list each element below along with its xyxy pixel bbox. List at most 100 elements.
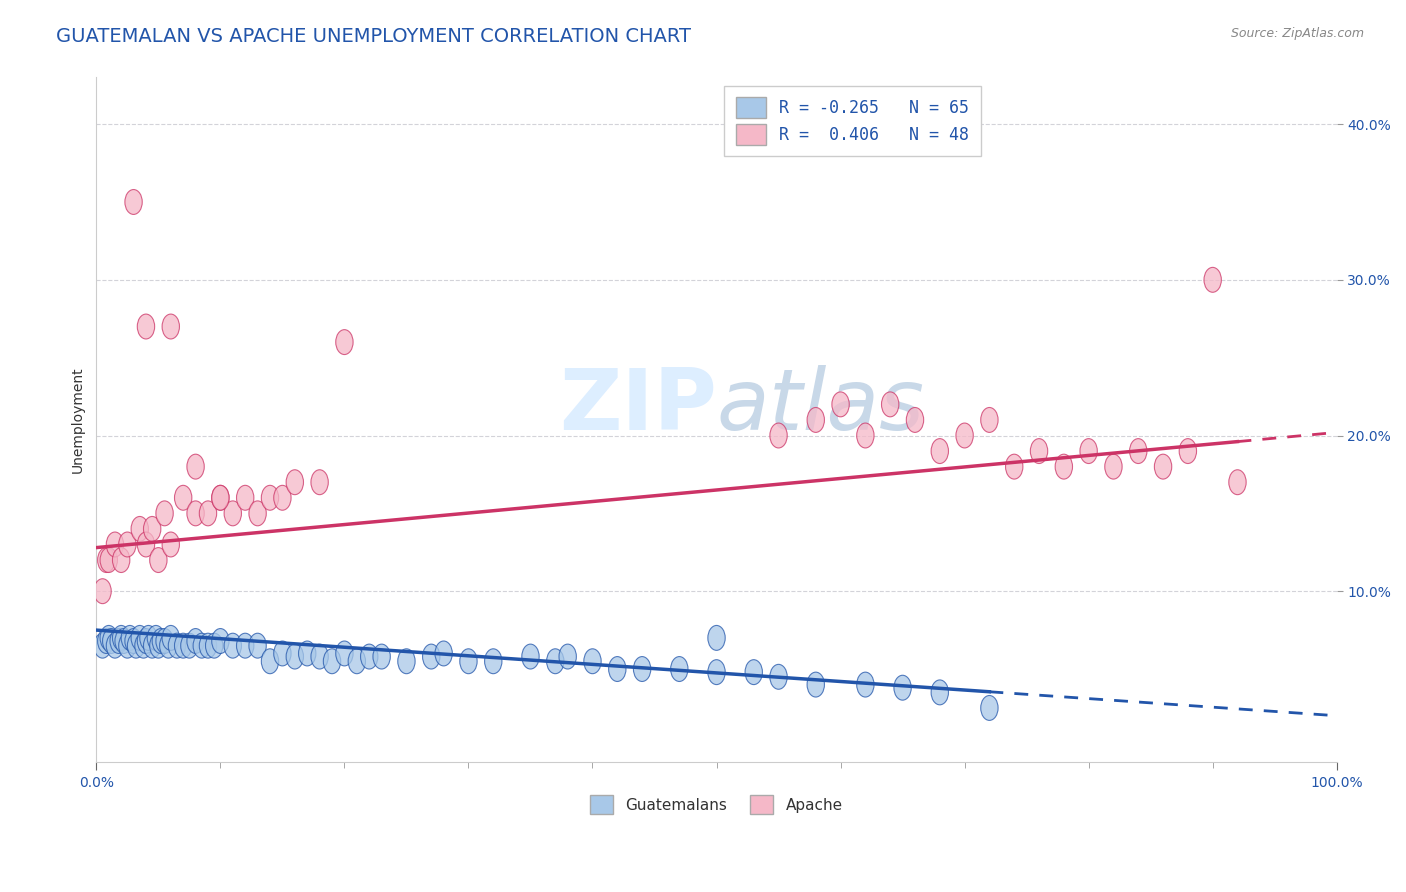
Ellipse shape [634, 657, 651, 681]
Ellipse shape [121, 625, 139, 650]
Ellipse shape [262, 485, 278, 510]
Ellipse shape [1154, 454, 1171, 479]
Ellipse shape [103, 629, 120, 654]
Ellipse shape [131, 516, 149, 541]
Ellipse shape [212, 485, 229, 510]
Ellipse shape [138, 314, 155, 339]
Ellipse shape [262, 648, 278, 673]
Ellipse shape [100, 625, 118, 650]
Legend: Guatemalans, Apache: Guatemalans, Apache [581, 787, 852, 823]
Text: ZIP: ZIP [558, 365, 717, 448]
Y-axis label: Unemployment: Unemployment [72, 367, 86, 474]
Ellipse shape [212, 485, 229, 510]
Ellipse shape [832, 392, 849, 417]
Ellipse shape [423, 644, 440, 669]
Ellipse shape [174, 485, 191, 510]
Ellipse shape [249, 633, 266, 658]
Ellipse shape [160, 633, 177, 658]
Ellipse shape [115, 629, 132, 654]
Ellipse shape [274, 485, 291, 510]
Ellipse shape [156, 629, 173, 654]
Ellipse shape [193, 633, 211, 658]
Ellipse shape [118, 633, 136, 658]
Ellipse shape [336, 330, 353, 354]
Ellipse shape [131, 625, 149, 650]
Ellipse shape [745, 660, 762, 684]
Ellipse shape [138, 629, 155, 654]
Ellipse shape [287, 644, 304, 669]
Ellipse shape [181, 633, 198, 658]
Ellipse shape [149, 548, 167, 573]
Ellipse shape [1054, 454, 1073, 479]
Ellipse shape [311, 644, 328, 669]
Ellipse shape [205, 633, 224, 658]
Ellipse shape [807, 673, 824, 697]
Ellipse shape [100, 548, 118, 573]
Ellipse shape [707, 625, 725, 650]
Ellipse shape [856, 423, 875, 448]
Ellipse shape [236, 633, 254, 658]
Ellipse shape [882, 392, 898, 417]
Ellipse shape [94, 579, 111, 604]
Ellipse shape [97, 629, 115, 654]
Ellipse shape [807, 408, 824, 433]
Ellipse shape [931, 439, 949, 464]
Ellipse shape [138, 532, 155, 557]
Ellipse shape [1204, 268, 1222, 293]
Ellipse shape [224, 633, 242, 658]
Ellipse shape [907, 408, 924, 433]
Ellipse shape [200, 633, 217, 658]
Ellipse shape [94, 633, 111, 658]
Ellipse shape [956, 423, 973, 448]
Text: atlas: atlas [717, 365, 925, 448]
Ellipse shape [143, 516, 160, 541]
Ellipse shape [894, 675, 911, 700]
Ellipse shape [139, 625, 157, 650]
Ellipse shape [149, 633, 167, 658]
Ellipse shape [1229, 470, 1246, 495]
Ellipse shape [298, 641, 316, 666]
Ellipse shape [707, 660, 725, 684]
Ellipse shape [112, 625, 129, 650]
Ellipse shape [1129, 439, 1147, 464]
Ellipse shape [583, 648, 602, 673]
Ellipse shape [200, 501, 217, 525]
Text: Source: ZipAtlas.com: Source: ZipAtlas.com [1230, 27, 1364, 40]
Ellipse shape [349, 648, 366, 673]
Ellipse shape [125, 629, 142, 654]
Ellipse shape [274, 641, 291, 666]
Ellipse shape [112, 548, 129, 573]
Ellipse shape [336, 641, 353, 666]
Ellipse shape [143, 633, 160, 658]
Ellipse shape [311, 470, 328, 495]
Ellipse shape [97, 548, 115, 573]
Ellipse shape [187, 454, 204, 479]
Ellipse shape [1080, 439, 1097, 464]
Ellipse shape [162, 532, 180, 557]
Ellipse shape [118, 532, 136, 557]
Ellipse shape [287, 470, 304, 495]
Text: GUATEMALAN VS APACHE UNEMPLOYMENT CORRELATION CHART: GUATEMALAN VS APACHE UNEMPLOYMENT CORREL… [56, 27, 692, 45]
Ellipse shape [1005, 454, 1024, 479]
Ellipse shape [148, 625, 165, 650]
Ellipse shape [125, 189, 142, 214]
Ellipse shape [1031, 439, 1047, 464]
Ellipse shape [162, 314, 180, 339]
Ellipse shape [609, 657, 626, 681]
Ellipse shape [107, 532, 124, 557]
Ellipse shape [434, 641, 453, 666]
Ellipse shape [770, 423, 787, 448]
Ellipse shape [485, 648, 502, 673]
Ellipse shape [236, 485, 254, 510]
Ellipse shape [547, 648, 564, 673]
Ellipse shape [128, 633, 145, 658]
Ellipse shape [460, 648, 477, 673]
Ellipse shape [156, 501, 173, 525]
Ellipse shape [522, 644, 538, 669]
Ellipse shape [187, 501, 204, 525]
Ellipse shape [187, 629, 204, 654]
Ellipse shape [770, 665, 787, 690]
Ellipse shape [981, 408, 998, 433]
Ellipse shape [107, 633, 124, 658]
Ellipse shape [323, 648, 340, 673]
